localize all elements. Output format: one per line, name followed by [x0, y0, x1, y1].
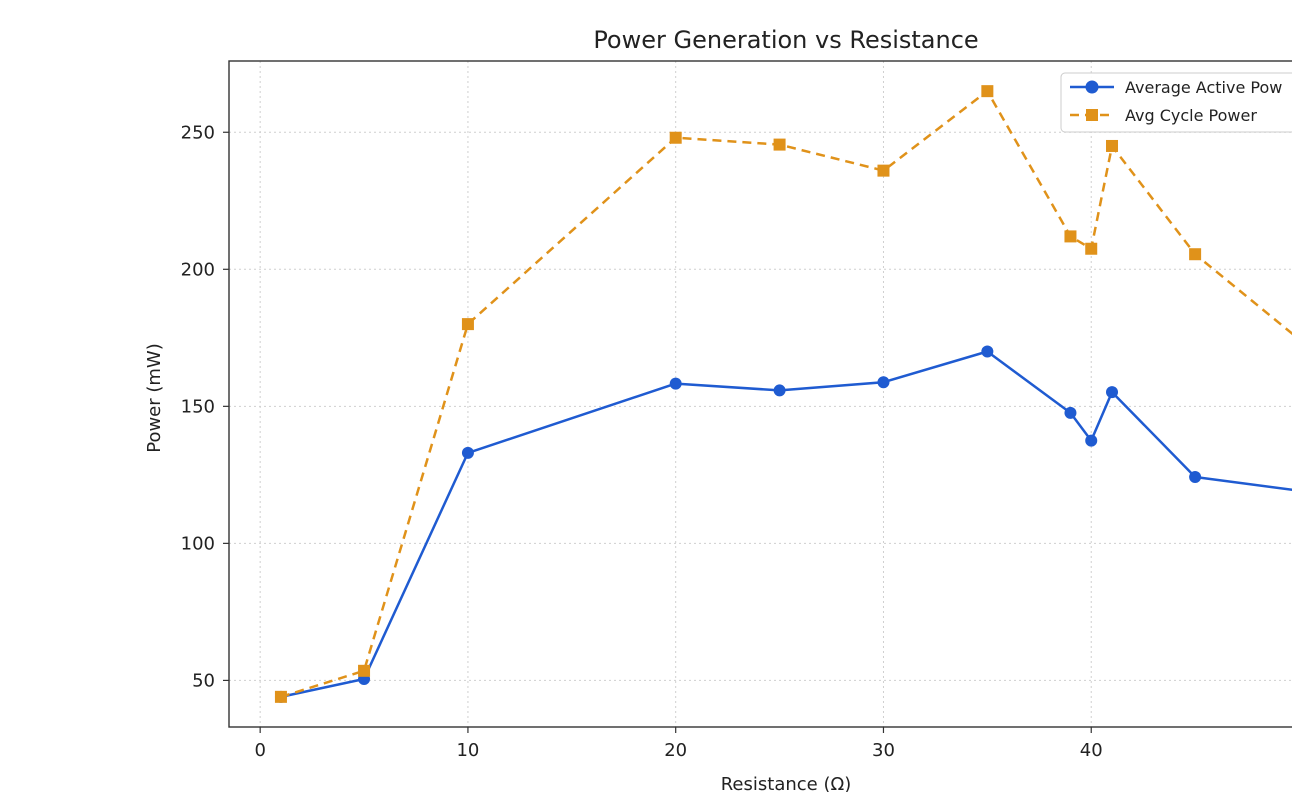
data-point-cycle-power — [773, 138, 786, 151]
data-point-cycle-power — [1189, 248, 1202, 261]
data-point-active-power — [773, 384, 786, 397]
data-point-cycle-power — [877, 164, 890, 177]
x-tick-label: 30 — [872, 740, 895, 761]
data-point-active-power — [1064, 406, 1077, 419]
x-tick-label: 20 — [664, 740, 687, 761]
data-point-cycle-power — [358, 664, 371, 677]
data-point-active-power — [877, 376, 890, 389]
y-tick-label: 100 — [181, 533, 215, 554]
legend-label-active-power: Average Active Pow — [1125, 78, 1282, 97]
legend: Average Active Pow Avg Cycle Power — [1060, 72, 1292, 133]
x-tick-label: 10 — [456, 740, 479, 761]
data-point-cycle-power — [1085, 242, 1098, 255]
data-point-cycle-power — [461, 318, 474, 331]
data-point-cycle-power — [1064, 230, 1077, 243]
data-point-cycle-power — [1106, 139, 1119, 152]
data-point-active-power — [461, 446, 474, 459]
plot-frame — [228, 60, 1292, 728]
chart-title: Power Generation vs Resistance — [593, 26, 978, 54]
y-tick-label: 50 — [192, 670, 215, 691]
axis-ticks: 010203040550100150200250 — [181, 122, 1103, 761]
legend-box — [1060, 72, 1292, 133]
y-tick-label: 150 — [181, 396, 215, 417]
x-tick-label: 0 — [254, 740, 265, 761]
data-point-active-power — [1085, 434, 1098, 447]
data-point-active-power — [669, 377, 682, 390]
legend-marker-cycle-power — [1086, 109, 1098, 121]
series-markers — [274, 85, 1202, 703]
legend-label-cycle-power: Avg Cycle Power — [1125, 106, 1257, 125]
y-tick-label: 200 — [181, 259, 215, 280]
data-point-cycle-power — [981, 85, 994, 98]
x-axis-label: Resistance (Ω) — [721, 774, 852, 792]
data-point-cycle-power — [274, 690, 287, 703]
x-tick-label: 40 — [1080, 740, 1103, 761]
data-point-active-power — [1189, 471, 1202, 484]
legend-marker-active-power — [1085, 80, 1099, 94]
data-point-active-power — [1106, 386, 1119, 399]
data-point-cycle-power — [669, 131, 682, 144]
data-point-active-power — [981, 345, 994, 358]
y-axis-label: Power (mW) — [144, 343, 165, 453]
series-line-active-power — [280, 350, 1292, 699]
series-lines — [280, 89, 1292, 699]
y-tick-label: 250 — [181, 122, 215, 143]
